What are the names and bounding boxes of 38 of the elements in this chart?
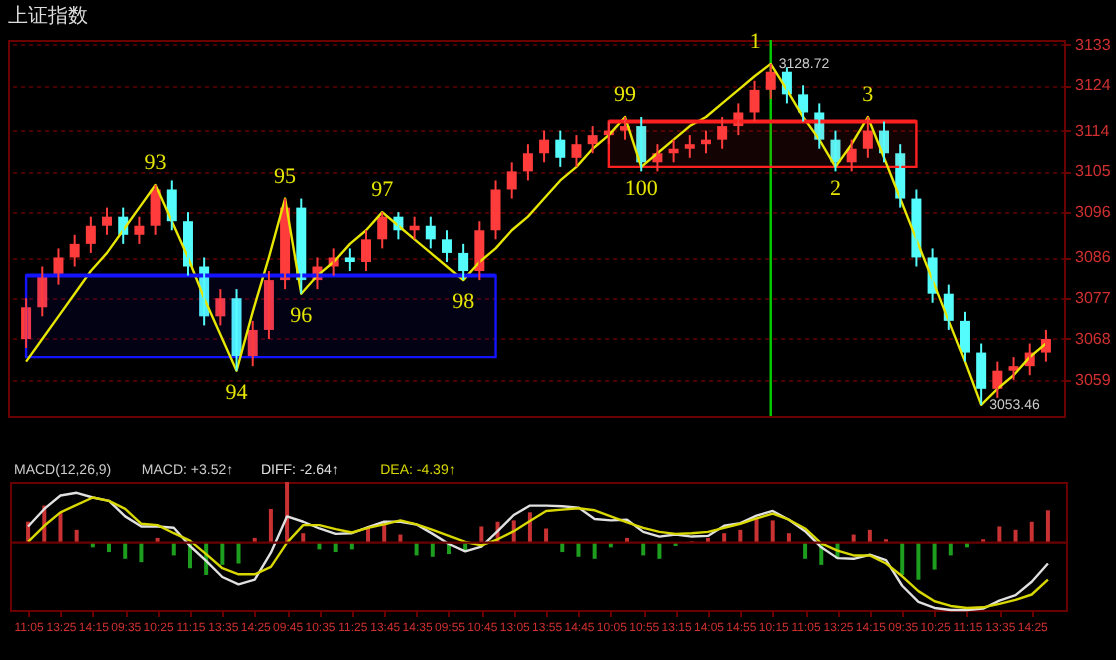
- y-tick-label: 3059: [1075, 370, 1112, 389]
- chart-title: 上证指数: [8, 3, 88, 28]
- bar: [932, 542, 937, 570]
- line-series: [24, 62, 1048, 407]
- bar: [220, 542, 225, 565]
- y-tick-label: 3068: [1075, 329, 1112, 348]
- y-tick-label: 3105: [1075, 162, 1112, 181]
- bar: [916, 542, 921, 580]
- y-tick-label: 3077: [1075, 289, 1112, 308]
- bar: [576, 542, 581, 557]
- bar: [770, 520, 775, 543]
- bar: [268, 508, 273, 543]
- bar: [123, 542, 128, 559]
- annotation: 98: [452, 290, 476, 315]
- y-tick-label: 3114: [1075, 121, 1111, 140]
- annotation: 96: [290, 303, 314, 328]
- annotation: 1: [749, 29, 761, 54]
- bar: [803, 542, 808, 559]
- bar: [900, 542, 905, 575]
- y-tick-label: 3133: [1075, 35, 1112, 54]
- annotation: 95: [274, 164, 298, 189]
- bar: [592, 542, 597, 559]
- annotation: 2: [829, 176, 841, 201]
- bar: [1045, 510, 1050, 543]
- annotation: 93: [144, 150, 168, 175]
- y-tick-label: 3086: [1075, 248, 1112, 267]
- bar: [236, 542, 241, 564]
- annotation: 94: [225, 380, 249, 405]
- y-tick-label: 3096: [1075, 203, 1112, 222]
- bar: [430, 542, 435, 557]
- annotation: 97: [371, 178, 395, 203]
- y-tick-label: 3124: [1075, 76, 1112, 95]
- bar: [657, 542, 662, 559]
- bar: [139, 542, 144, 563]
- annotation: 99: [614, 83, 638, 108]
- annotation: 3: [862, 83, 875, 108]
- annotation: 100: [624, 176, 659, 201]
- bar: [1029, 521, 1034, 543]
